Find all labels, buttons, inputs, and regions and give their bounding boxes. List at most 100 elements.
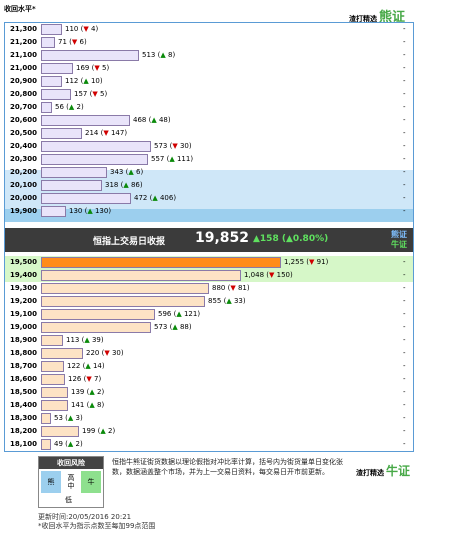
change-text: 406 (159, 194, 174, 202)
table-row: 18,300 53 (▲ 3) - (5, 412, 413, 425)
row-dash: - (403, 258, 406, 266)
cbbc-chart: 21,300 110 (▼ 4) -21,200 71 (▼ 6) -21,100 513… (4, 22, 414, 452)
outstanding-value: 113 (▲ 39) (66, 335, 104, 346)
value-text: 557 (151, 155, 165, 163)
change-text: 3 (75, 414, 80, 422)
down-arrow-icon: ▼ (269, 271, 275, 279)
bull-bar (41, 361, 64, 372)
call-level: 18,600 (10, 375, 38, 383)
row-dash: - (403, 271, 406, 279)
table-row: 21,100 513 (▲ 8) - (5, 49, 413, 62)
bull-bar (41, 348, 83, 359)
change-text: 86 (130, 181, 140, 189)
paren: ) (79, 414, 83, 422)
bear-bar (41, 37, 55, 48)
paren: ) (80, 103, 84, 111)
table-row: 18,400 141 (▲ 8) - (5, 399, 413, 412)
value-text: 110 (65, 25, 79, 33)
legend-low: 低 (65, 496, 72, 504)
table-row: 18,700 122 (▲ 14) - (5, 360, 413, 373)
value-text: 126 (68, 375, 82, 383)
down-arrow-icon: ▼ (86, 375, 92, 383)
paren: ) (99, 77, 103, 85)
up-arrow-icon: ▲ (253, 234, 260, 244)
bear-bar (41, 128, 82, 139)
call-level: 20,300 (10, 155, 38, 163)
row-dash: - (403, 51, 406, 59)
row-dash: - (403, 103, 406, 111)
call-level: 18,900 (10, 336, 38, 344)
call-level: 21,300 (10, 25, 38, 33)
divider (5, 252, 413, 256)
value-text: 1,255 (284, 258, 305, 266)
paren: ) (83, 38, 87, 46)
disclaimer-note: 恒指牛熊证街货数据以理论假指对冲比率计算，括号内为街货量单日变化张数，数据涵盖整… (112, 458, 343, 476)
outstanding-value: 468 (▲ 48) (133, 115, 171, 126)
change-text: 121 (183, 310, 198, 318)
band-bull-label: 牛证 (391, 240, 407, 249)
call-level: 20,800 (10, 90, 38, 98)
value-text: 53 (54, 414, 63, 422)
close-band: 恒指上交易日收报 19,852 ▲158 (▲0.80%) 熊证 牛证 (5, 228, 413, 252)
paren: ( (123, 168, 129, 176)
change-text: 6 (135, 168, 141, 176)
paren: ) (101, 388, 105, 396)
call-level: 20,900 (10, 77, 38, 85)
row-dash: - (403, 349, 406, 357)
call-level: 20,000 (10, 194, 38, 202)
bull-bar (41, 387, 68, 398)
paren: ( (87, 90, 93, 98)
change-text: 88 (179, 323, 189, 331)
paren: ( (264, 271, 270, 279)
row-dash: - (403, 142, 406, 150)
source-label: 渣打精选 熊证 (349, 6, 405, 25)
down-arrow-icon: ▼ (92, 90, 98, 98)
paren: ) (106, 64, 110, 72)
bull-bar (41, 413, 51, 424)
call-level: 20,400 (10, 142, 38, 150)
table-row: 20,100 318 (▲ 86) - (5, 179, 413, 192)
call-level: 18,800 (10, 349, 38, 357)
table-row: 18,800 220 (▼ 30) - (5, 347, 413, 360)
call-level: 21,200 (10, 38, 38, 46)
change-text: 30 (179, 142, 189, 150)
outstanding-value: 855 (▲ 33) (208, 296, 246, 307)
value-text: 220 (86, 349, 100, 357)
row-dash: - (403, 284, 406, 292)
call-level: 19,400 (10, 271, 38, 279)
table-row: 20,600 468 (▲ 48) - (5, 114, 413, 127)
paren: ) (95, 25, 99, 33)
paren: ( (167, 323, 173, 331)
paren: ) (100, 336, 104, 344)
row-dash: - (403, 310, 406, 318)
row-dash: - (403, 362, 406, 370)
change-text: 33 (233, 297, 243, 305)
outstanding-value: 596 (▲ 121) (158, 309, 200, 320)
change-text: 14 (92, 362, 102, 370)
close-value: 19,852 (195, 230, 250, 246)
table-row: 20,800 157 (▼ 5) - (5, 88, 413, 101)
table-row: 19,000 573 (▲ 88) - (5, 321, 413, 334)
paren: ) (139, 181, 143, 189)
change-text: 8 (167, 51, 173, 59)
paren: ( (171, 310, 177, 318)
risk-legend: 收回风险 熊 高 中 牛 低 (38, 456, 104, 508)
up-arrow-icon: ▲ (83, 77, 89, 85)
outstanding-value: 557 (▲ 111) (151, 154, 193, 165)
value-text: 157 (74, 90, 88, 98)
paren: ) (124, 129, 128, 137)
down-arrow-icon: ▼ (309, 258, 315, 266)
bear-bar (41, 50, 139, 61)
table-row: 20,400 573 (▼ 30) - (5, 140, 413, 153)
table-row: 20,300 557 (▲ 111) - (5, 153, 413, 166)
table-row: 19,400 1,048 (▼ 150) - (5, 269, 413, 282)
bear-bar (41, 24, 62, 35)
up-arrow-icon: ▲ (89, 388, 95, 396)
row-dash: - (403, 207, 406, 215)
outstanding-value: 53 (▲ 3) (54, 413, 83, 424)
bull-bar (41, 335, 63, 346)
outstanding-value: 513 (▲ 8) (142, 50, 175, 61)
value-text: 113 (66, 336, 80, 344)
paren: ( (63, 103, 69, 111)
outstanding-value: 122 (▲ 14) (67, 361, 105, 372)
